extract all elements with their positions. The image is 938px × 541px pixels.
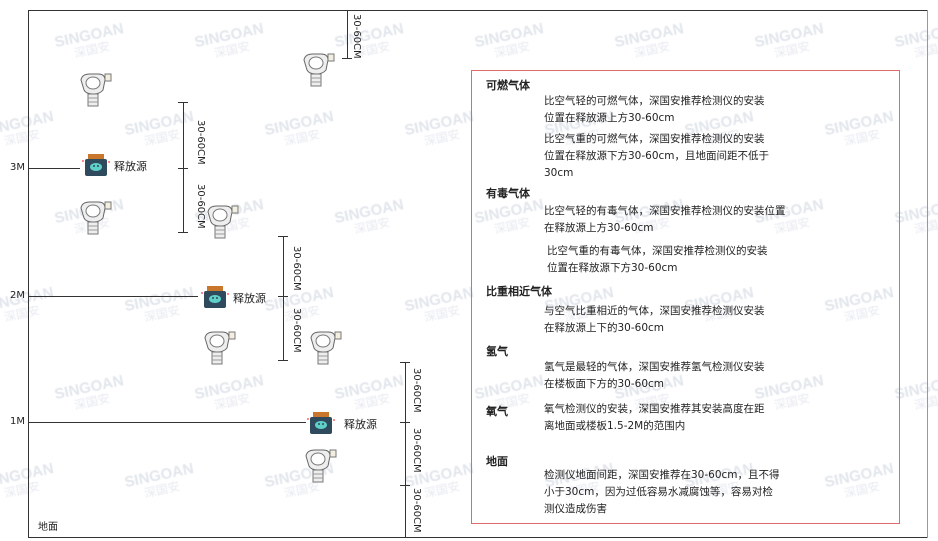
recommendation-panel: 可燃气体 比空气轻的可燃气体，深国安推荐检测仪的安装 位置在释放源上方30-60c… [471,70,900,524]
note-title: 比重相近气体 [486,285,552,298]
dimension-line [347,10,348,58]
dimension-line [405,362,406,537]
right-wall-line [927,10,928,538]
gas-detector-icon [205,204,239,240]
gas-detector-icon [303,448,337,484]
note-title: 地面 [486,455,508,468]
note-text: 氢气是最轻的气体，深国安推荐氢气检测仪安装 在楼板面下方的30-60cm [544,361,765,390]
dimension-line [283,236,284,360]
dimension-label: 30-60CM [411,428,422,473]
note-text: 比空气轻的有毒气体，深国安推荐检测仪的安装位置 在释放源上方30-60cm [544,205,786,234]
dimension-label: 30-60CM [291,308,302,353]
height-3m: 3M [10,162,25,173]
note-text: 与空气比重相近的气体，深国安推荐检测仪安装 在释放源上下的30-60cm [544,305,765,334]
dimension-label: 30-60CM [291,246,302,291]
note-title: 氢气 [486,345,508,358]
note-title: 氧气 [486,405,508,418]
gas-detector-icon [78,72,112,108]
note-text: 比空气轻的可燃气体，深国安推荐检测仪的安装 位置在释放源上方30-60cm [544,95,765,124]
note-text: 比空气重的可燃气体，深国安推荐检测仪的安装 位置在释放源下方30-60cm，且地面… [544,133,770,179]
dimension-label: 30-60CM [411,488,422,533]
release-source-icon [201,285,229,309]
release-source-label: 释放源 [344,418,377,431]
dimension-label: 30-60CM [411,368,422,413]
note-title: 有毒气体 [486,187,530,200]
gas-detector-icon [78,200,112,236]
note-text: 比空气重的有毒气体，深国安推荐检测仪的安装 位置在释放源下方30-60cm [547,245,768,274]
height-line-1m [28,422,306,423]
release-source-label: 释放源 [233,292,266,305]
wall-line [28,10,29,538]
height-2m: 2M [10,290,25,301]
release-source-label: 释放源 [114,160,147,173]
height-line-3m [28,168,80,169]
height-1m: 1M [10,416,25,427]
height-line-2m [28,296,198,297]
ground-label: 地面 [38,522,58,533]
dimension-label: 30-60CM [195,120,206,165]
ceiling-line [28,10,928,11]
gas-detector-icon [301,52,335,88]
gas-detector-icon [308,330,342,366]
release-source-icon [307,411,335,435]
dimension-label: 30-60CM [195,184,206,229]
gas-detector-icon [202,330,236,366]
note-text: 氧气检测仪的安装，深国安推荐其安装高度在距 离地面或楼板1.5-2M的范围内 [544,403,765,432]
release-source-icon [82,153,110,177]
note-text: 检测仪地面间距，深国安推荐在30-60cm，且不得 小于30cm，因为过低容易水减… [544,469,780,515]
dimension-label: 30-60CM [351,14,362,59]
ground-line [28,537,928,538]
dimension-line [183,102,184,232]
note-title: 可燃气体 [486,79,530,92]
